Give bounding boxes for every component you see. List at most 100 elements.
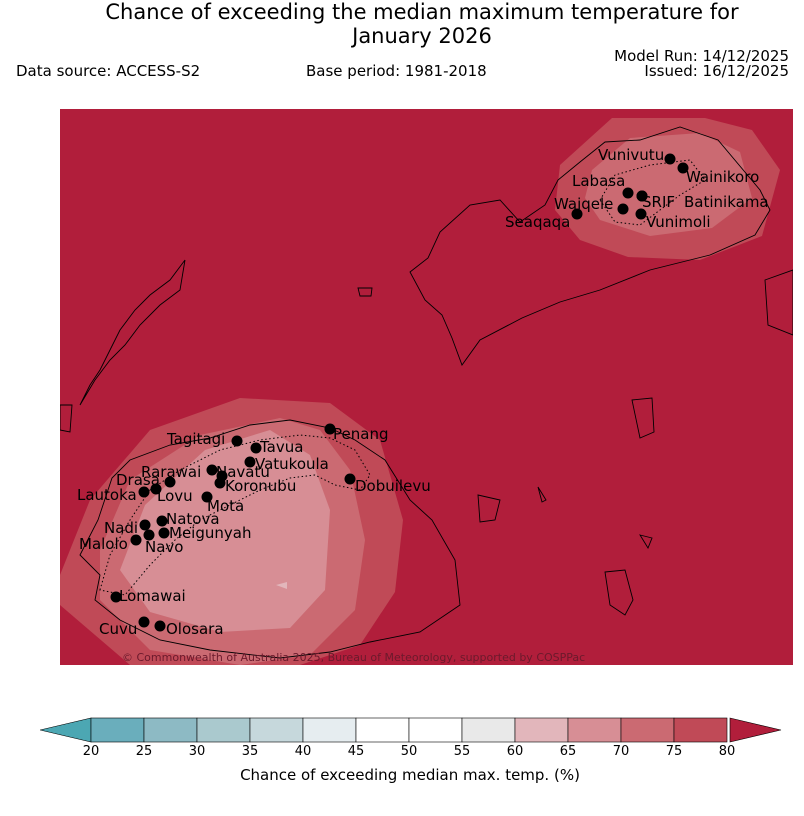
station-label-malolo: Malolo [79,535,128,553]
colorbar-segment [143,717,198,743]
small-islet-2-coastline [537,486,547,503]
model-run-label: Model Run: 14/12/2025 [614,47,789,65]
station-marker-penang [324,423,336,435]
station-marker-dobuilevu [344,473,356,485]
station-label-navo: Navo [145,538,183,556]
vanua-levu-coastline [409,126,771,366]
station-label-vunivutu: Vunivutu [598,146,664,164]
small-islet-coastline [639,534,653,549]
colorbar-segment [673,717,728,743]
colorbar-tick-label: 20 [82,744,100,759]
station-label-koronubu: Koronubu [225,477,296,495]
station-label-tagitagi: Tagitagi [166,430,225,448]
colorbar-tick-label: 25 [135,744,153,759]
station-label-nadi: Nadi [104,519,138,537]
colorbar-segments [90,717,728,743]
fiji-probability-map: Vunivutu Wainikoro Labasa SRIF Batinikama Wai… [60,109,793,665]
colorbar-segment [514,717,569,743]
data-source-label: Data source: ACCESS-S2 [16,62,201,80]
station-label-olosara: Olosara [166,620,224,638]
gau-island-coastline [604,569,634,616]
station-label-lomawai: Lomawai [119,587,186,605]
station-label-natova: Natova [166,510,220,528]
station-marker-vunivutu [664,153,676,165]
station-marker-rarawai [206,464,218,476]
station-label-wainikoro: Wainikoro [686,168,759,186]
station-marker-malolo [130,534,142,546]
colorbar [40,717,782,743]
station-marker-seaqaqa [571,208,583,220]
station-label-tavua: Tavua [259,438,303,456]
taveuni-island-coastline [764,269,793,336]
colorbar-segment [408,717,463,743]
station-label-lautoka: Lautoka [77,486,137,504]
station-label-srif: SRIF [642,193,675,211]
district-boundary [99,434,371,596]
colorbar-tick-label: 55 [453,744,471,759]
station-marker-vunimoli [635,208,647,220]
colorbar-tick-label: 60 [506,744,524,759]
station-label-lovu: Lovu [157,487,193,505]
station-marker-drasa [164,476,176,488]
station-marker-navo [143,529,155,541]
colorbar-tick-label: 45 [347,744,365,759]
station-label-waiqele: Waiqele [554,195,613,213]
colorbar-tick-label: 40 [294,744,312,759]
colorbar-tick-label: 30 [188,744,206,759]
colorbar-tick-label: 65 [559,744,577,759]
station-markers [110,153,689,632]
colorbar-segment [196,717,251,743]
colorbar-segment [302,717,357,743]
colorbar-segment [620,717,675,743]
colorbar-label: Chance of exceeding median max. temp. (%… [240,766,580,784]
station-marker-olosara [154,620,166,632]
colorbar-tick-label: 80 [718,744,736,759]
station-marker-lautoka [150,483,162,495]
title-line-2: January 2026 [352,24,492,48]
station-marker-wainikoro [677,162,689,174]
station-label-vatukoula: Vatukoula [255,455,329,473]
district-boundary [599,159,706,226]
station-marker-meigunyah [158,527,170,539]
station-marker-waiqele [617,203,629,215]
station-label-vunimoli: Vunimoli [646,213,711,231]
station-label-drasa: Drasa [116,471,160,489]
colorbar-tick-label: 70 [612,744,630,759]
station-label-meigunyah: Meigunyah [169,524,251,542]
station-label-mota: Mota [207,497,244,515]
station-marker-natova [156,515,168,527]
district-boundaries [99,159,706,596]
station-marker-koronubu [214,477,226,489]
station-marker-mota [201,491,213,503]
colorbar-segment [567,717,622,743]
ovalau-island-coastline [631,397,655,439]
station-marker-lovu [138,486,150,498]
station-marker-cuvu [138,616,150,628]
small-islet-3-coastline [357,287,373,297]
colorbar-tick-label: 50 [400,744,418,759]
colorbar-under-arrow [40,717,92,743]
station-marker-labasa [622,187,634,199]
station-label-rarawai: Rarawai [141,463,201,481]
band-55-60-spot [276,582,287,589]
station-label-labasa: Labasa [572,172,625,190]
colorbar-tick-label: 35 [241,744,259,759]
station-label-dobuilevu: Dobuilevu [355,477,431,495]
colorbar-over-arrow [729,717,782,743]
vanua-levu-probability-shading [555,118,780,260]
beqa-island-coastline [477,494,501,523]
coastlines [60,126,793,659]
station-marker-tavua [250,442,262,454]
viti-levu-coastline [79,419,461,659]
station-marker-lomawai [110,591,122,603]
station-marker-nadi [139,519,151,531]
station-label-cuvu: Cuvu [99,620,137,638]
station-marker-batinikama [636,190,648,202]
base-period-label: Base period: 1981-2018 [306,62,487,80]
station-marker-vatukoula [244,456,256,468]
yasawa-group-coastline [79,259,186,406]
colorbar-segment [461,717,516,743]
station-marker-tagitagi [231,435,243,447]
title-line-1: Chance of exceeding the median maximum t… [105,0,739,24]
colorbar-segment [90,717,145,743]
